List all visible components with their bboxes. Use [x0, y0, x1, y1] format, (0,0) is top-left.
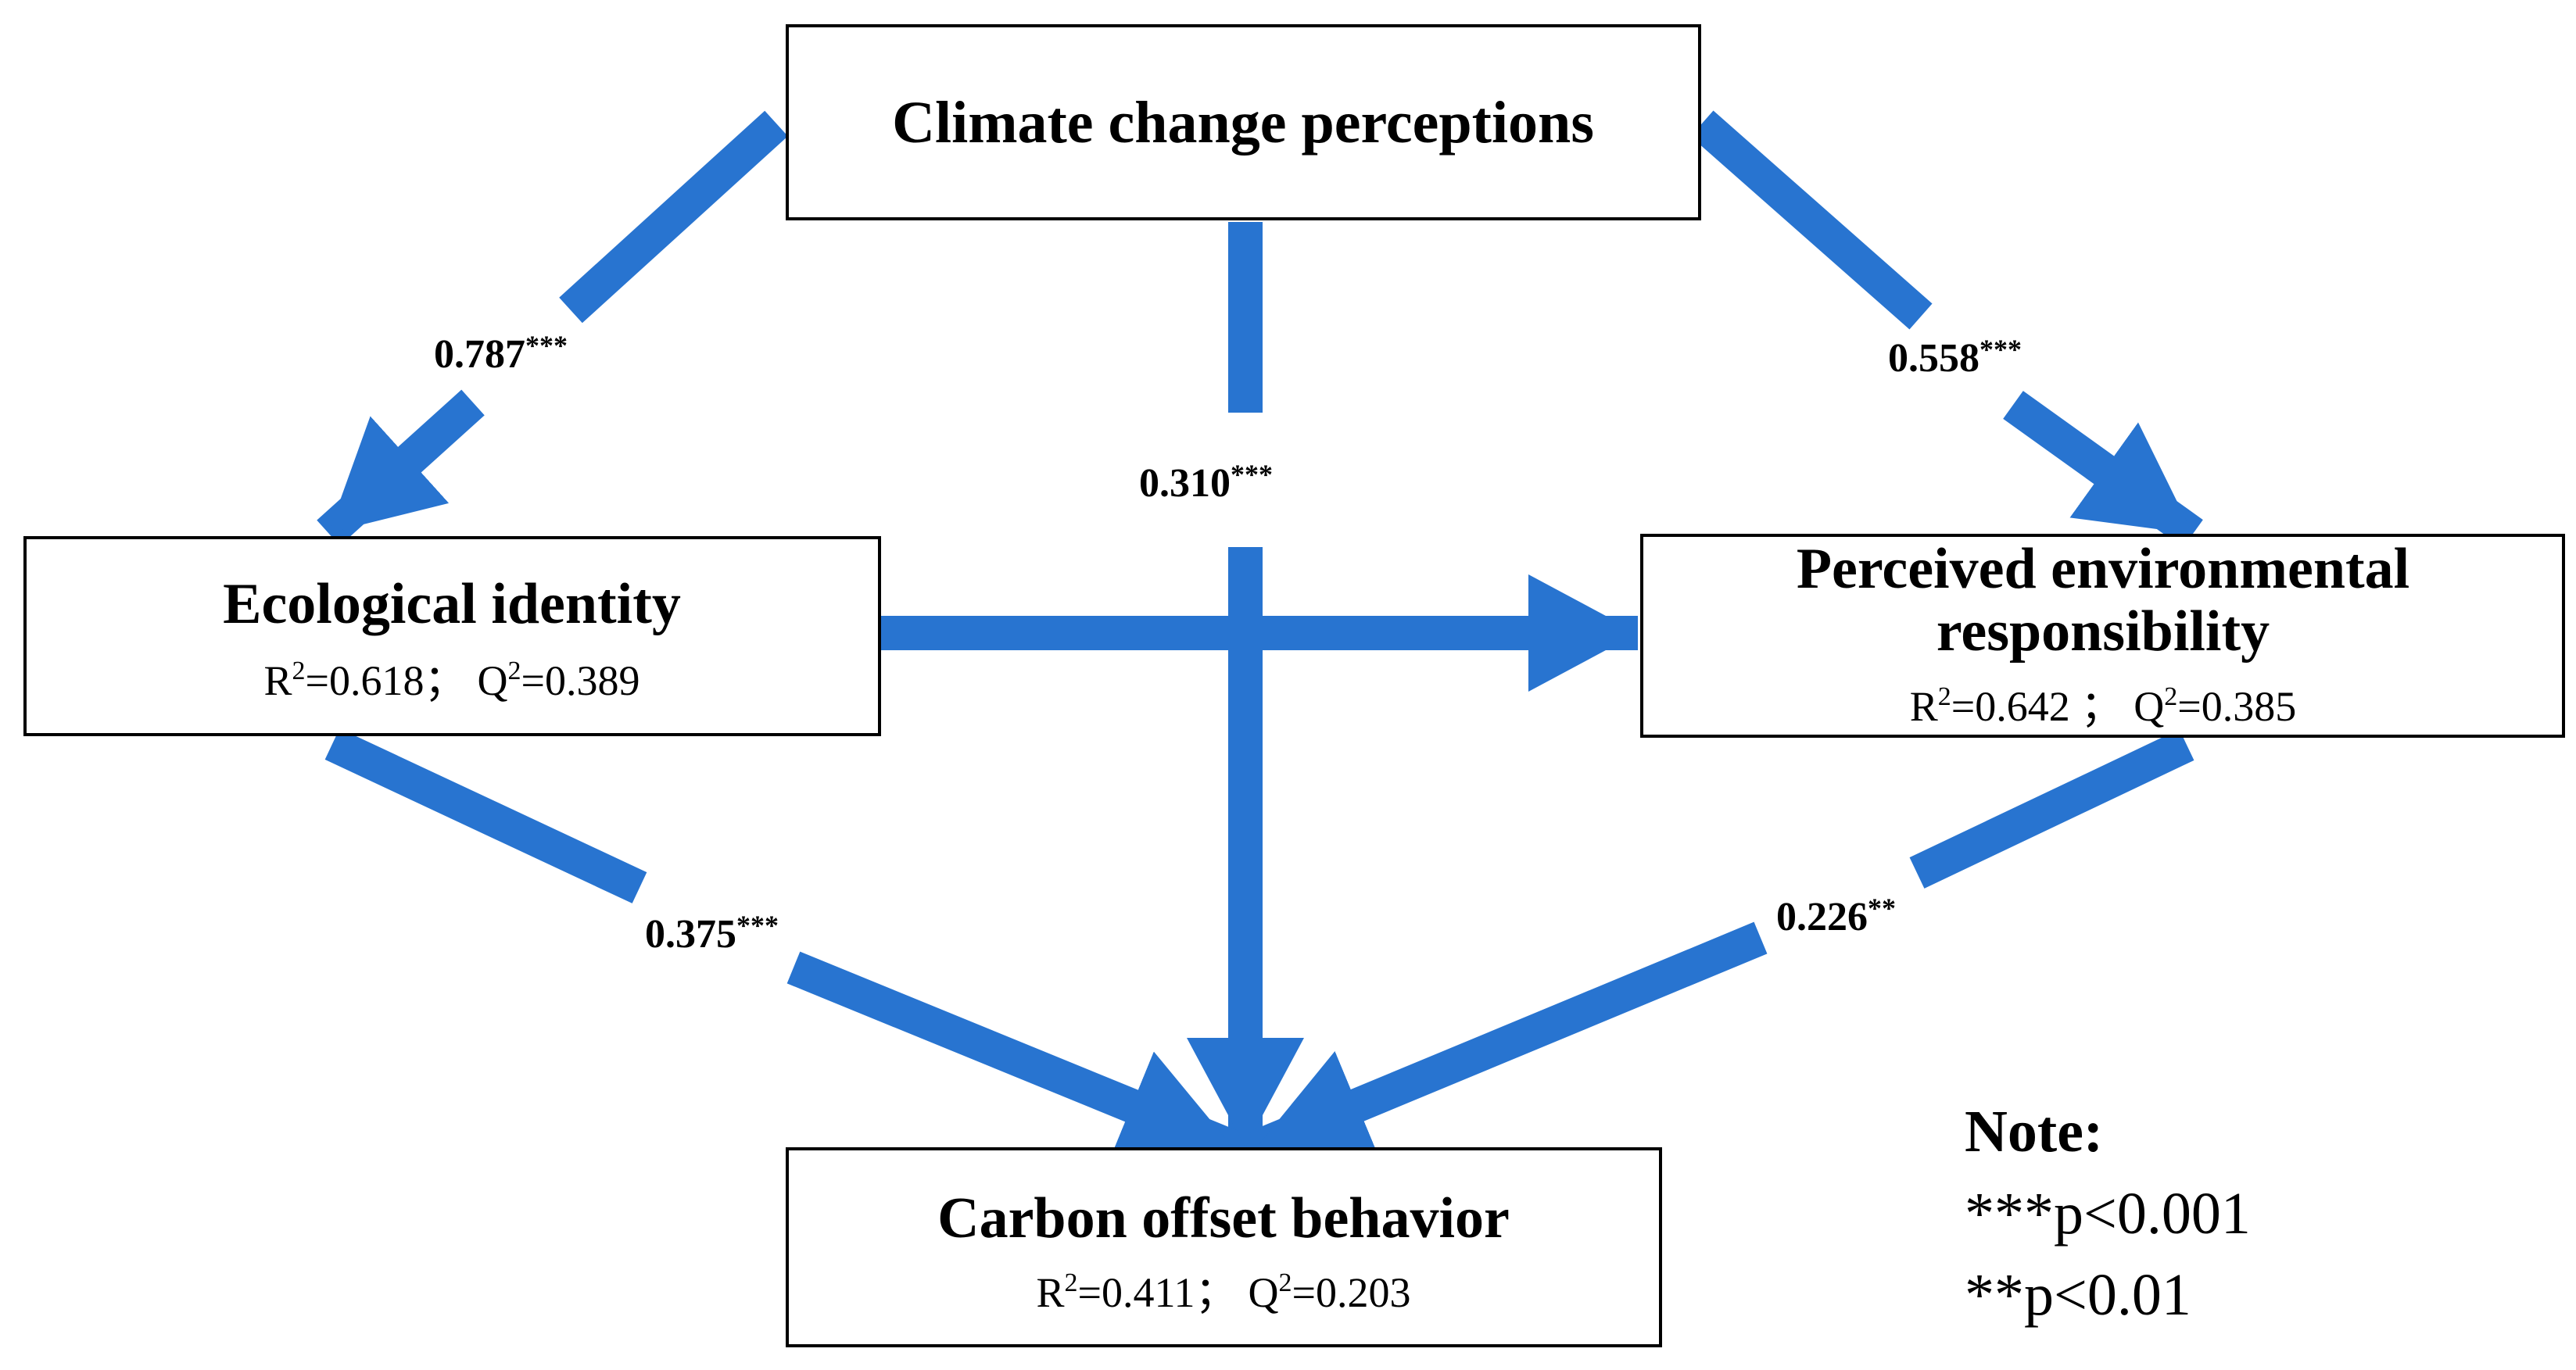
note-line-2: **p<0.01	[1965, 1262, 2191, 1328]
coef-climate-to-behavior: 0.310***	[1139, 459, 1273, 506]
q2-value: =0.385	[2177, 683, 2296, 730]
node-title: Climate change perceptions	[892, 90, 1594, 156]
q2-label: Q	[1249, 1269, 1279, 1316]
q2-value: =0.203	[1292, 1269, 1411, 1316]
node-stats: R2=0.411； Q2=0.203	[1037, 1268, 1411, 1316]
coef-value: 0.226	[1776, 895, 1868, 939]
arrow-climate-to-ecological-lower	[317, 389, 485, 546]
q2-value: =0.389	[521, 657, 640, 704]
q2-label: Q	[2134, 683, 2164, 730]
coef-ecological-to-behavior: 0.375***	[645, 910, 779, 957]
path-arrows	[317, 110, 2203, 1164]
node-perceived-environmental-responsibility: Perceived environmental responsibility R…	[1640, 534, 2565, 738]
coef-value: 0.310	[1139, 461, 1231, 506]
r2-superscript: 2	[292, 656, 306, 685]
coef-stars: ***	[736, 910, 779, 941]
q2-superscript: 2	[508, 656, 521, 685]
coef-stars: **	[1868, 892, 1896, 924]
coef-stars: ***	[1979, 334, 2022, 365]
coef-responsibility-to-behavior: 0.226**	[1776, 892, 1896, 939]
node-title-line1: Perceived environmental	[1797, 537, 2409, 601]
node-title: Ecological identity	[223, 572, 681, 636]
coef-value: 0.558	[1888, 336, 1979, 381]
r2-value: =0.618；	[306, 657, 467, 704]
r2-value: =0.642 ；	[1951, 683, 2123, 730]
q2-superscript: 2	[2164, 682, 2177, 711]
q2-label: Q	[478, 657, 508, 704]
arrow-climate-to-responsibility-lower	[2003, 391, 2203, 548]
r2-superscript: 2	[1065, 1268, 1078, 1297]
r2-value: =0.411；	[1078, 1269, 1238, 1316]
node-stats: R2=0.618； Q2=0.389	[264, 656, 640, 704]
node-box	[786, 24, 1701, 220]
node-box	[786, 1147, 1662, 1347]
node-box	[23, 536, 881, 736]
coef-climate-to-responsibility: 0.558***	[1888, 334, 2022, 381]
coef-value: 0.375	[645, 912, 736, 957]
node-climate-change-perceptions: Climate change perceptions	[786, 24, 1701, 220]
r2-label: R	[1910, 683, 1938, 730]
coef-stars: ***	[525, 330, 568, 361]
q2-superscript: 2	[1279, 1268, 1292, 1297]
coef-stars: ***	[1231, 459, 1273, 490]
node-box	[1640, 534, 2565, 738]
node-stats: R2=0.642 ； Q2=0.385	[1910, 682, 2296, 730]
arrow-climate-to-ecological-upper	[559, 110, 788, 324]
node-title-line2: responsibility	[1936, 599, 2270, 664]
arrow-responsibility-to-behavior-lower	[1249, 921, 1768, 1164]
coef-value: 0.787	[434, 332, 525, 377]
node-title: Carbon offset behavior	[937, 1186, 1510, 1250]
node-ecological-identity: Ecological identity R2=0.618； Q2=0.389	[23, 536, 881, 736]
note-line-1: ***p<0.001	[1965, 1181, 2251, 1247]
note-title: Note:	[1965, 1099, 2103, 1164]
arrow-climate-to-responsibility-upper	[1690, 110, 1933, 330]
r2-label: R	[1037, 1269, 1065, 1316]
node-carbon-offset-behavior: Carbon offset behavior R2=0.411； Q2=0.203	[786, 1147, 1662, 1347]
coef-climate-to-ecological: 0.787***	[434, 330, 568, 377]
arrow-ecological-to-behavior-lower	[786, 951, 1240, 1164]
r2-superscript: 2	[1938, 682, 1951, 711]
arrow-ecological-to-behavior-upper	[324, 728, 647, 903]
significance-note: Note: ***p<0.001 **p<0.01	[1965, 1099, 2251, 1328]
path-coefficients: 0.787*** 0.558*** 0.310*** 0.375*** 0.22…	[434, 330, 2022, 957]
r2-label: R	[264, 657, 292, 704]
arrow-responsibility-to-behavior-upper	[1909, 729, 2194, 889]
